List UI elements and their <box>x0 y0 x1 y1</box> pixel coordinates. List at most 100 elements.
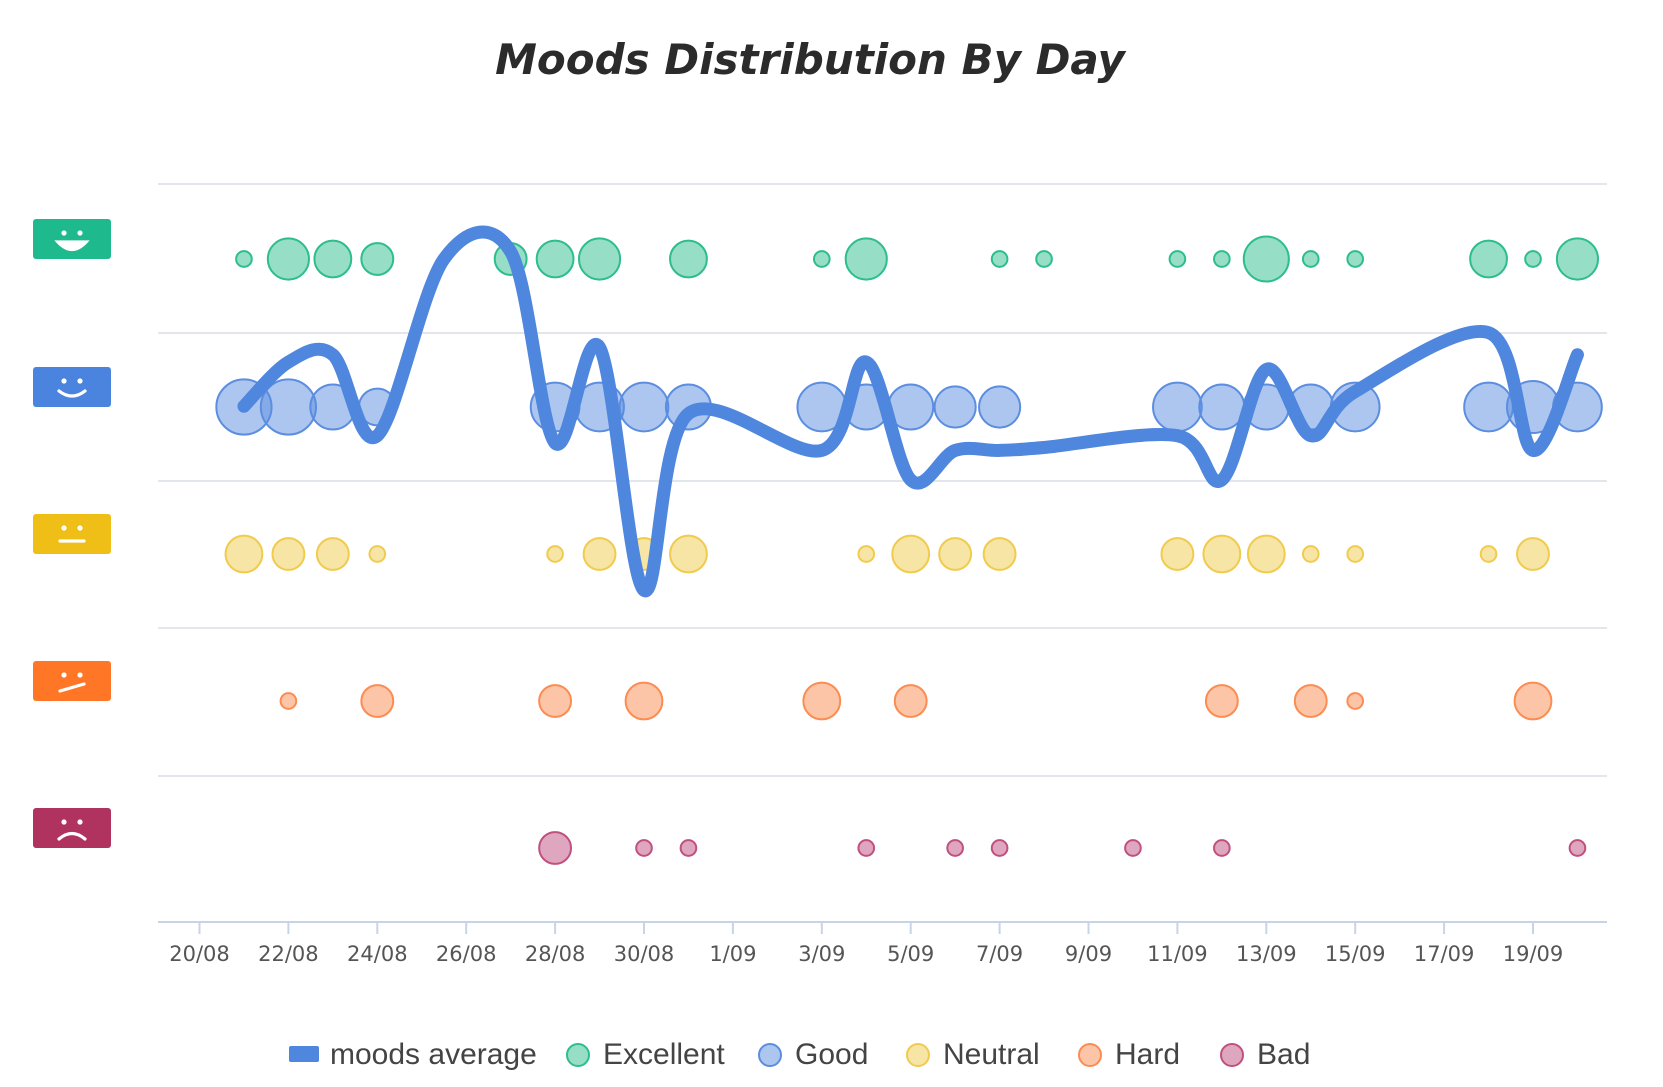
bubble-hard <box>360 684 395 718</box>
bubble-good <box>978 385 1022 429</box>
bubble-excellent <box>1469 239 1508 279</box>
smiley-hard-icon <box>33 661 111 701</box>
bubble-excellent <box>1168 250 1187 268</box>
bubble-neutral <box>1246 534 1286 574</box>
bubble-neutral <box>857 545 876 563</box>
x-tick-label: 20/08 <box>169 942 230 966</box>
chart-title: Moods Distribution By Day <box>495 35 1126 84</box>
x-tick-label: 7/09 <box>976 942 1023 966</box>
legend-line-swatch <box>289 1046 319 1062</box>
smiley-bad-icon <box>33 808 111 848</box>
grid-lines <box>158 183 1607 777</box>
x-tick-label: 13/09 <box>1236 942 1297 966</box>
bubble-neutral <box>1301 545 1320 563</box>
legend-label: Good <box>795 1038 868 1071</box>
bubbles <box>215 235 1603 865</box>
x-tick-label: 24/08 <box>347 942 408 966</box>
bubble-excellent <box>1555 237 1600 281</box>
bubble-excellent <box>1213 250 1231 268</box>
bubble-hard <box>279 692 298 710</box>
bubble-neutral <box>982 537 1017 571</box>
x-tick-label: 30/08 <box>614 942 675 966</box>
bubble-good <box>1152 381 1203 433</box>
bubble-bad <box>946 839 964 857</box>
bubble-neutral <box>271 537 306 571</box>
bubble-excellent <box>1524 250 1542 268</box>
bubble-neutral <box>315 537 350 571</box>
legend-item-good[interactable]: Good <box>758 1038 868 1071</box>
bubble-bad <box>538 831 573 865</box>
bubble-excellent <box>535 239 575 279</box>
bubble-neutral <box>1479 545 1498 563</box>
bubble-bad <box>1568 839 1587 857</box>
bubble-excellent <box>313 239 353 279</box>
legend: moods average Excellent Good Neutral Hard Bad <box>289 1038 1310 1071</box>
average-line-layer <box>237 225 1584 597</box>
bubble-hard <box>1293 684 1328 718</box>
smiley-good-icon <box>33 367 111 407</box>
legend-label: Neutral <box>943 1038 1040 1071</box>
legend-item-bad[interactable]: Bad <box>1220 1038 1310 1071</box>
x-tick-label: 9/09 <box>1065 942 1112 966</box>
bubble-neutral <box>1516 537 1550 571</box>
bubble-excellent <box>266 237 310 281</box>
bubble-excellent <box>1346 250 1365 268</box>
x-tick-label: 15/09 <box>1325 942 1386 966</box>
legend-item-neutral[interactable]: Neutral <box>906 1038 1040 1071</box>
bubble-neutral <box>224 534 264 574</box>
legend-item-moods-average[interactable]: moods average <box>289 1038 537 1071</box>
bubble-bad <box>1213 839 1231 857</box>
bubble-hard <box>1513 681 1553 721</box>
smiley-excellent-icon <box>33 219 111 259</box>
bubble-excellent <box>844 237 888 281</box>
bubble-excellent <box>1035 250 1053 268</box>
x-tick-label: 5/09 <box>887 942 934 966</box>
bubble-excellent <box>1242 235 1290 283</box>
legend-label: Excellent <box>603 1038 725 1071</box>
bubble-hard <box>1346 692 1365 710</box>
x-tick-label: 3/09 <box>798 942 845 966</box>
x-tick-label: 19/09 <box>1503 942 1564 966</box>
x-tick-label: 17/09 <box>1414 942 1475 966</box>
bubble-bad <box>990 839 1009 857</box>
legend-marker <box>566 1043 590 1067</box>
legend-label: Hard <box>1115 1038 1180 1071</box>
bubble-excellent <box>990 250 1009 268</box>
bubble-excellent <box>235 250 253 268</box>
x-tick-label: 1/09 <box>709 942 756 966</box>
bubble-neutral <box>546 545 564 563</box>
legend-label: Bad <box>1257 1038 1310 1071</box>
moods-average-line <box>237 225 1584 597</box>
bubble-good <box>618 381 670 433</box>
bubble-bad <box>679 839 698 857</box>
bubble-neutral <box>1346 545 1365 563</box>
legend-marker <box>906 1043 930 1067</box>
bubble-neutral <box>582 537 617 571</box>
bubble-good <box>1463 381 1514 433</box>
legend-label: moods average <box>330 1038 537 1071</box>
bubble-neutral <box>1160 537 1195 571</box>
x-tick-label: 11/09 <box>1147 942 1208 966</box>
legend-marker <box>1078 1043 1102 1067</box>
x-tick-label: 26/08 <box>436 942 497 966</box>
bubble-neutral <box>669 534 708 574</box>
legend-item-hard[interactable]: Hard <box>1078 1038 1180 1071</box>
x-axis: 20/08 22/08 24/08 26/08 28/08 30/08 1/09 3/09 5/… <box>158 921 1607 966</box>
mood-icons <box>33 219 111 848</box>
bubble-excellent <box>812 250 831 268</box>
bubble-neutral <box>938 537 973 571</box>
bubble-excellent <box>577 237 622 281</box>
bubble-excellent <box>360 242 395 276</box>
legend-item-excellent[interactable]: Excellent <box>566 1038 725 1071</box>
bubble-neutral <box>1202 534 1242 574</box>
bubble-excellent <box>669 239 708 279</box>
bubble-bad <box>1124 839 1142 857</box>
bubble-hard <box>1204 684 1239 718</box>
x-tick-label: 22/08 <box>258 942 319 966</box>
legend-marker <box>1220 1043 1244 1067</box>
smiley-neutral-icon <box>33 514 111 554</box>
bubble-excellent <box>1301 250 1320 268</box>
legend-marker <box>758 1043 782 1067</box>
bubble-neutral <box>368 545 387 563</box>
